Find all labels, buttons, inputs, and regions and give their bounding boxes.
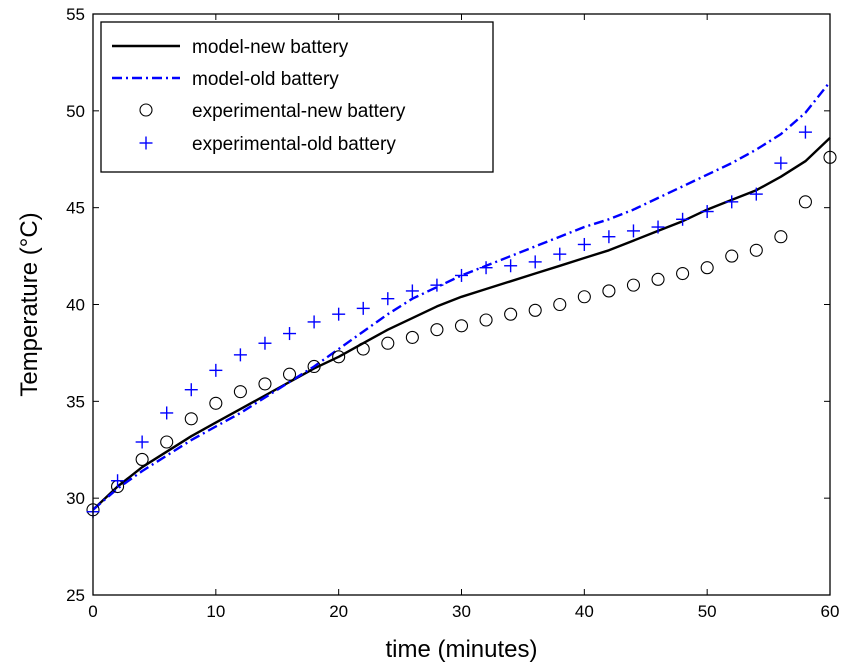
data-point-circle [479,313,493,327]
data-point-plus [111,474,125,488]
legend: model-new battery model-old battery experi… [100,21,494,173]
tick-layer: 0 10 20 30 40 50 60 25 30 35 40 45 50 55 [66,5,839,621]
series-points-experimental-new-battery [86,150,837,517]
data-point-circle [602,284,616,298]
data-point-plus [184,383,198,397]
data-point-circle [356,342,370,356]
data-point-circle [405,330,419,344]
data-point-circle [160,435,174,449]
data-point-circle [700,261,714,275]
data-point-circle [209,396,223,410]
data-point-plus [405,284,419,298]
data-point-circle [184,412,198,426]
data-point-circle [749,243,763,257]
data-point-plus [700,205,714,219]
legend-item: experimental-new battery [139,101,406,122]
y-tick-label: 45 [66,199,85,218]
x-tick-label: 0 [88,602,97,621]
data-point-plus [307,315,321,329]
y-tick-label: 35 [66,392,85,411]
legend-item: model-old battery [112,69,339,90]
x-tick-label: 50 [698,602,717,621]
legend-item: model-new battery [112,37,349,58]
data-point-plus [553,247,567,261]
series-layer [86,81,837,519]
data-point-plus [160,406,174,420]
x-tick-label: 20 [329,602,348,621]
y-tick-label: 30 [66,489,85,508]
data-point-circle [774,230,788,244]
data-point-circle [725,249,739,263]
data-point-circle [454,319,469,333]
legend-label: experimental-new battery [192,101,406,122]
data-point-plus [332,307,346,321]
y-tick-label: 40 [66,296,85,315]
data-point-plus [602,230,616,244]
data-point-circle [430,323,444,337]
data-point-plus [504,259,518,273]
data-point-plus [209,363,223,377]
x-tick-label: 60 [821,602,840,621]
data-point-circle [258,377,272,391]
x-axis-title: time (minutes) [385,636,537,663]
data-point-plus [356,301,370,315]
data-point-circle [626,278,641,292]
data-point-circle [135,452,149,466]
data-point-plus [577,237,591,251]
data-point-plus [651,220,665,234]
data-point-plus [283,327,297,341]
data-point-plus [725,195,739,209]
data-point-circle [307,359,321,374]
legend-label: experimental-old battery [192,134,396,155]
data-point-circle [676,266,690,281]
legend-item: experimental-old battery [139,134,396,155]
data-point-plus [430,278,444,292]
y-tick-label: 50 [66,102,85,121]
data-point-plus [135,435,149,449]
data-point-circle [332,350,346,364]
data-point-plus [233,348,247,362]
data-point-circle [504,307,518,321]
x-tick-label: 10 [206,602,225,621]
data-point-plus [749,187,763,201]
y-tick-label: 25 [66,586,85,605]
data-point-circle [282,367,297,381]
series-line-model-old-battery [92,81,831,511]
legend-label: model-old battery [192,69,339,90]
data-point-circle [651,272,665,286]
legend-swatch [139,136,153,150]
data-point-plus [528,255,542,269]
legend-swatch [139,103,153,117]
data-point-plus [798,125,812,139]
data-point-circle [577,290,591,304]
series-points-experimental-old-battery [86,125,812,519]
y-axis-title: Temperature (°C) [16,212,43,396]
data-point-plus [676,212,690,226]
data-point-circle [381,336,395,350]
data-point-plus [258,336,272,350]
data-point-plus [774,156,788,170]
data-point-circle [528,303,542,317]
data-point-circle [798,195,812,209]
x-tick-label: 30 [452,602,471,621]
data-point-circle [553,297,567,312]
legend-label: model-new battery [192,37,349,58]
data-point-plus [455,268,468,282]
data-point-plus [626,224,640,238]
y-tick-label: 55 [66,5,85,24]
data-point-plus [381,292,395,306]
data-point-circle [233,385,247,399]
data-point-plus [479,261,493,275]
x-tick-label: 40 [575,602,594,621]
